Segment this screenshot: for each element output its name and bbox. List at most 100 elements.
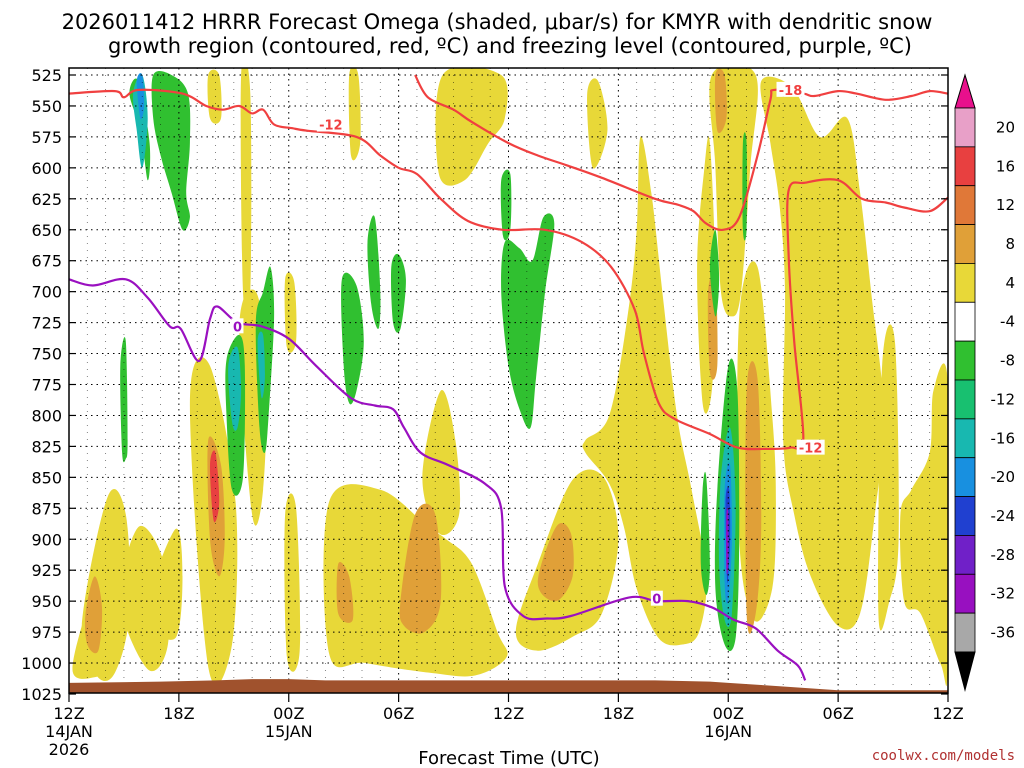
colorbar-label: -8: [1000, 352, 1015, 370]
y-tick-label: 800: [31, 406, 62, 425]
colorbar-segment: [954, 185, 976, 225]
omega-region-pos4: [284, 493, 301, 672]
colorbar-label: -16: [991, 429, 1016, 447]
y-tick-label: 925: [31, 561, 62, 580]
colorbar-top-arrow: [954, 73, 976, 109]
omega-region-pos8: [537, 522, 574, 602]
colorbar-label: 16: [996, 157, 1015, 175]
omega-region-pos8: [714, 68, 727, 134]
y-tick-label: 525: [31, 66, 62, 85]
omega-region-pos4: [587, 78, 608, 169]
omega-region-pos4: [823, 220, 845, 393]
y-tick-label: 875: [31, 499, 62, 518]
omega-region-neg4: [742, 132, 748, 241]
colorbar-label: -4: [1000, 313, 1015, 331]
colorbar-segment: [954, 340, 976, 381]
omega-region-neg4: [700, 471, 710, 595]
colorbar-segment: [954, 107, 976, 148]
colorbar-label: -28: [991, 546, 1016, 564]
omega-region-neg4: [709, 229, 720, 317]
colorbar-label: -32: [991, 585, 1016, 603]
y-tick-label: 700: [31, 283, 62, 302]
colorbar-segment: [954, 496, 976, 536]
colorbar-segment: [954, 146, 976, 187]
omega-region-pos4: [878, 324, 899, 631]
x-tick-date-label: 14JAN: [45, 722, 93, 741]
y-tick-label: 1000: [21, 654, 62, 673]
x-tick-label: 00Z: [273, 704, 304, 723]
omega-region-neg4: [120, 337, 128, 463]
omega-region-pos4: [435, 68, 508, 186]
colorbar-label: 8: [1005, 235, 1015, 253]
omega-region-neg4: [255, 266, 275, 454]
freezing-level-line: [69, 277, 807, 681]
omega-region-pos4: [582, 136, 707, 646]
omega-region-pos8: [336, 561, 354, 623]
dgz-contour-label: -18: [779, 84, 803, 99]
dgz-isotherm-line: [414, 74, 948, 232]
y-tick-label: 850: [31, 468, 62, 487]
colorbar-label: -12: [991, 390, 1016, 408]
chart-title-line1: 2026011412 HRRR Forecast Omega (shaded, …: [62, 10, 933, 34]
contour-labels: -12 -12 -18 0 0: [231, 81, 825, 608]
axes: 525 550 575 600 625 650 675 700 725 750 775 800 825 8…: [21, 66, 963, 759]
colorbar-segment: [954, 301, 976, 342]
omega-region-neg16: [136, 73, 145, 120]
colorbar-label: 12: [996, 196, 1015, 214]
dgz-isotherm-line: [69, 88, 948, 451]
x-tick-label: 12Z: [932, 704, 963, 723]
omega-region-neg4: [341, 272, 364, 405]
omega-region-neg4: [367, 215, 381, 330]
omega-region-neg12: [257, 331, 265, 399]
y-tick-label: 550: [31, 97, 62, 116]
x-tick-date-label: 16JAN: [704, 722, 752, 741]
y-tick-label: 1025: [21, 685, 62, 704]
colorbar-segment: [954, 457, 976, 497]
colorbar-label: 4: [1005, 274, 1015, 292]
ground-terrain: [69, 679, 948, 693]
dgz-contour-label: -12: [319, 119, 343, 134]
x-tick-label: 12Z: [53, 704, 84, 723]
colorbar-segment: [954, 263, 976, 303]
omega-region-pos4: [240, 68, 252, 318]
colorbar-segment: [954, 612, 976, 653]
colorbar-label: 20: [996, 118, 1015, 136]
omega-region-pos4: [348, 68, 361, 161]
y-tick-label: 950: [31, 592, 62, 611]
grid: [69, 68, 948, 694]
y-tick-label: 775: [31, 376, 62, 395]
colorbar-label: -24: [991, 507, 1016, 525]
omega-region-neg4: [501, 213, 555, 429]
dgz-label-bg: [796, 439, 825, 455]
omega-region-pos4: [145, 528, 183, 640]
omega-region-pos4: [760, 76, 884, 630]
omega-region-neg4: [390, 253, 406, 333]
y-tick-label: 825: [31, 437, 62, 456]
omega-region-pos16: [209, 450, 220, 523]
credit-text: coolwx.com/models: [872, 748, 1015, 764]
fz-label-bg: [231, 318, 244, 334]
x-tick-date-label: 15JAN: [265, 722, 313, 741]
omega-region-pos8: [745, 361, 762, 634]
terrain: [69, 679, 948, 693]
dgz-label-bg: [776, 81, 805, 97]
freezing-contour-label: 0: [652, 593, 661, 608]
omega-region-pos4: [899, 363, 948, 686]
y-tick-label: 675: [31, 252, 62, 271]
colorbar-segment: [954, 535, 976, 575]
y-tick-label: 750: [31, 345, 62, 364]
colorbar-segment: [954, 573, 976, 614]
colorbar-label: -36: [991, 624, 1016, 642]
x-tick-label: 12Z: [493, 704, 524, 723]
omega-region-pos8: [84, 576, 103, 654]
y-tick-label: 625: [31, 190, 62, 209]
dgz-contour-label: -12: [799, 442, 823, 457]
x-tick-label: 18Z: [163, 704, 194, 723]
colorbar-bottom-arrow: [954, 651, 976, 692]
y-tick-label: 650: [31, 221, 62, 240]
x-tick-label: 18Z: [603, 704, 634, 723]
colorbar-segment: [954, 418, 976, 459]
dgz-label-bg: [316, 116, 345, 132]
freezing-contour-label: 0: [233, 320, 242, 335]
